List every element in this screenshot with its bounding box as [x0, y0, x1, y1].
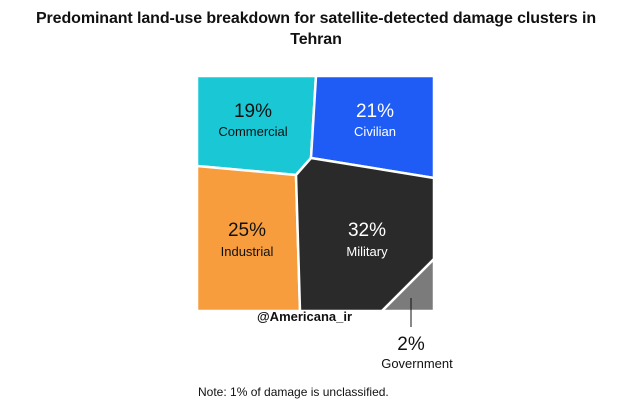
label-name-military: Military [346, 244, 388, 259]
treemap-cells [195, 74, 436, 313]
cell-government [380, 257, 436, 313]
label-value-civilian: 21% [356, 101, 394, 122]
treemap-labels: 19% Commercial 21% Civilian 25% Industrial 32%… [218, 101, 453, 371]
label-name-industrial: Industrial [221, 244, 274, 259]
label-name-commercial: Commercial [218, 124, 287, 139]
watermark: @Americana_ir [257, 309, 353, 324]
chart-title-line-2: Tehran [290, 31, 342, 48]
label-value-commercial: 19% [234, 101, 272, 122]
label-name-government: Government [381, 356, 453, 371]
label-value-industrial: 25% [228, 220, 266, 241]
chart-title: Predominant land-use breakdown for satel… [0, 8, 632, 50]
chart-title-line-1: Predominant land-use breakdown for satel… [35, 10, 597, 27]
label-name-civilian: Civilian [354, 124, 396, 139]
label-value-military: 32% [348, 220, 386, 241]
label-value-government: 2% [397, 334, 425, 355]
chart-note: Note: 1% of damage is unclassified. [198, 385, 389, 399]
